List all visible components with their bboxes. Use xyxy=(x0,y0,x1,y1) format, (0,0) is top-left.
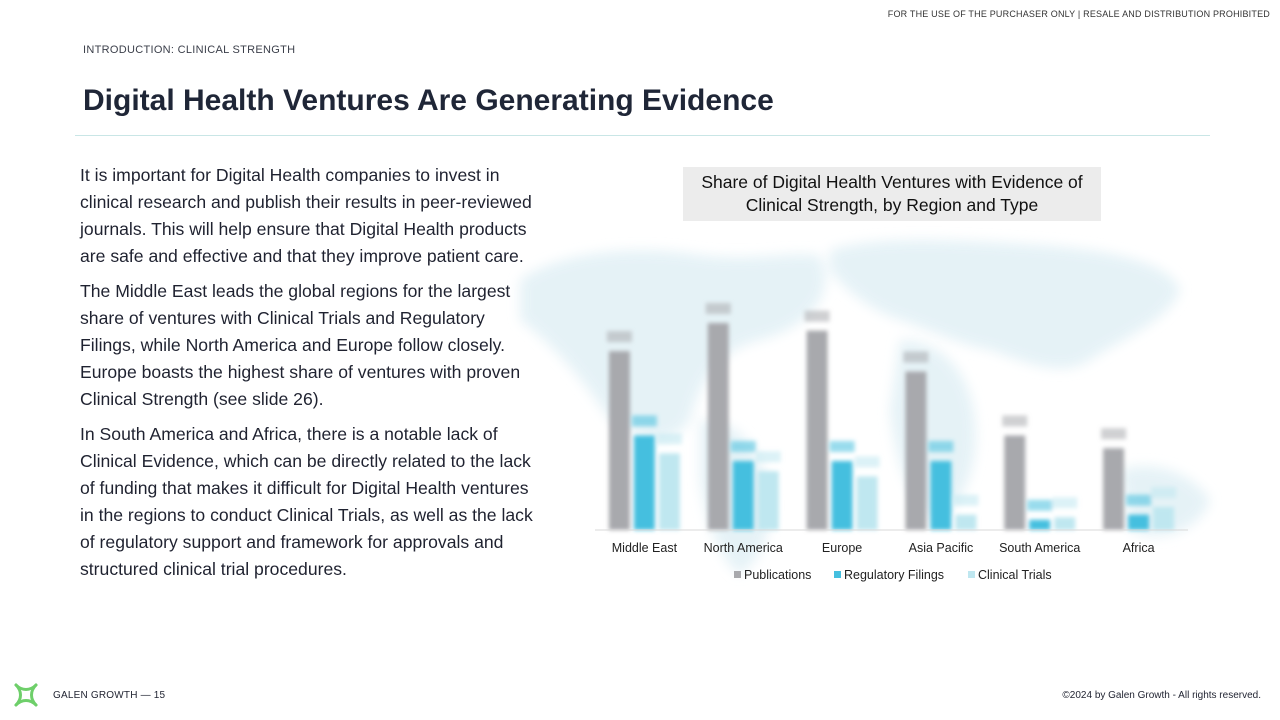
legend-label: Regulatory Filings xyxy=(844,568,944,582)
value-label-blurred xyxy=(854,456,880,468)
legend-label: Clinical Trials xyxy=(978,568,1052,582)
value-label-blurred xyxy=(755,451,781,463)
value-labels-group xyxy=(606,303,1177,511)
value-label-blurred xyxy=(1027,499,1053,511)
x-tick-label: South America xyxy=(999,541,1080,555)
chart-title: Share of Digital Health Ventures with Ev… xyxy=(683,167,1101,221)
value-label-blurred xyxy=(606,331,632,343)
legend-swatch xyxy=(968,571,975,578)
bar-asia-pacific-clinical-trials xyxy=(955,514,977,530)
section-label: INTRODUCTION: CLINICAL STRENGTH xyxy=(83,44,296,56)
value-label-blurred xyxy=(953,494,979,506)
bar-africa-clinical-trials xyxy=(1153,507,1175,530)
value-label-blurred xyxy=(829,441,855,452)
x-axis: Middle East North America Europe Asia Pacif… xyxy=(595,529,1188,555)
x-tick-label: North America xyxy=(704,541,783,555)
bars-group xyxy=(608,323,1175,530)
page-title: Digital Health Ventures Are Generating E… xyxy=(83,84,774,117)
value-label-blurred xyxy=(1052,497,1078,509)
bar-south-america-clinical-trials xyxy=(1054,517,1076,530)
bar-europe-publications xyxy=(806,330,828,530)
value-label-blurred xyxy=(705,303,731,314)
bar-south-america-regulatory-filings xyxy=(1029,519,1051,530)
bar-middle-east-publications xyxy=(608,351,630,530)
x-tick-label: Middle East xyxy=(612,541,678,555)
value-label-blurred xyxy=(903,351,929,363)
value-label-blurred xyxy=(804,310,830,322)
bar-north-america-clinical-trials xyxy=(757,471,779,530)
value-label-blurred xyxy=(631,415,657,427)
value-label-blurred xyxy=(1151,487,1177,498)
bar-europe-regulatory-filings xyxy=(831,461,853,530)
world-map-background xyxy=(520,240,1210,575)
bar-north-america-regulatory-filings xyxy=(732,461,754,530)
legend-swatch xyxy=(834,571,841,578)
title-divider xyxy=(75,135,1210,136)
bar-europe-clinical-trials xyxy=(856,476,878,530)
footer-brand: GALEN GROWTH — 15 xyxy=(53,690,166,701)
x-tick-label: Europe xyxy=(822,541,862,555)
bar-asia-pacific-regulatory-filings xyxy=(930,461,952,530)
bar-middle-east-clinical-trials xyxy=(658,453,680,530)
disclaimer: FOR THE USE OF THE PURCHASER ONLY | RESA… xyxy=(887,9,1270,19)
bar-middle-east-regulatory-filings xyxy=(633,435,655,530)
value-label-blurred xyxy=(1101,428,1127,440)
value-label-blurred xyxy=(1002,415,1028,427)
legend: Publications Regulatory Filings Clinical T… xyxy=(734,568,1052,582)
paragraph-2: The Middle East leads the global regions… xyxy=(80,281,521,409)
legend-swatch xyxy=(734,571,741,578)
galen-growth-logo-icon xyxy=(10,679,42,716)
value-label-blurred xyxy=(928,441,954,452)
bar-south-america-publications xyxy=(1004,435,1026,530)
bar-north-america-publications xyxy=(707,323,729,530)
value-label-blurred xyxy=(730,441,756,452)
value-label-blurred xyxy=(656,433,682,445)
bar-africa-publications xyxy=(1103,448,1125,530)
body-text: It is important for Digital Health compa… xyxy=(80,162,536,591)
paragraph-1: It is important for Digital Health compa… xyxy=(80,165,532,266)
x-tick-label: Asia Pacific xyxy=(909,541,974,555)
bar-africa-regulatory-filings xyxy=(1128,514,1150,530)
bar-asia-pacific-publications xyxy=(905,371,927,530)
x-tick-label: Africa xyxy=(1123,541,1155,555)
paragraph-3: In South America and Africa, there is a … xyxy=(80,424,533,579)
footer-copyright: ©2024 by Galen Growth - All rights reser… xyxy=(1062,690,1261,701)
legend-label: Publications xyxy=(744,568,811,582)
value-label-blurred xyxy=(1126,494,1152,506)
